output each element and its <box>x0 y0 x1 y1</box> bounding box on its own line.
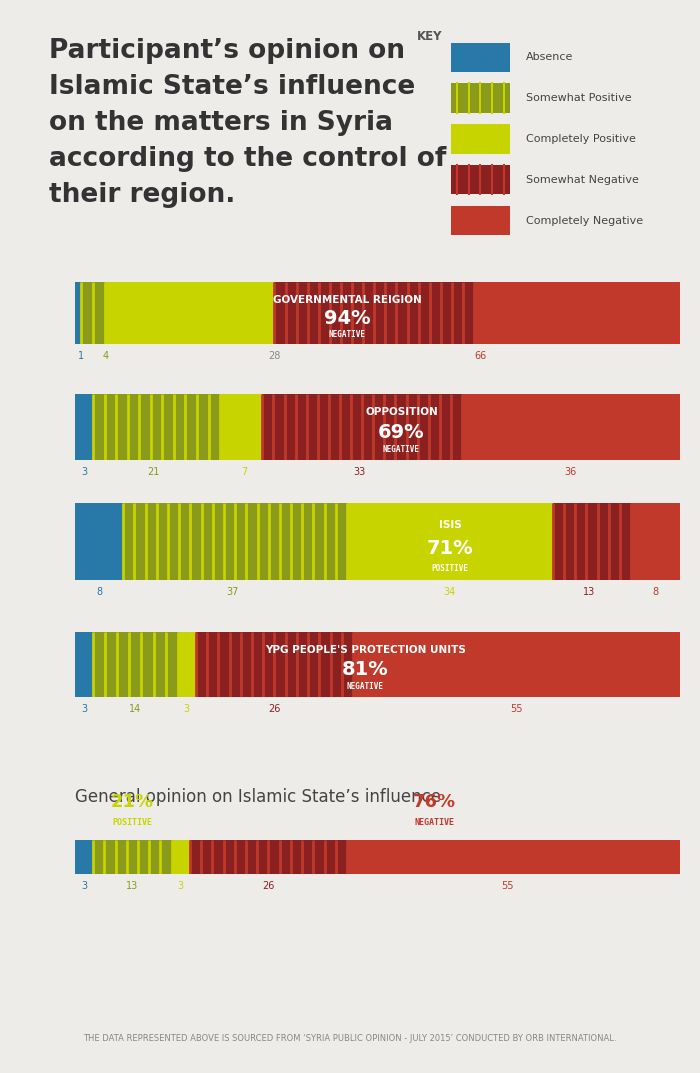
Text: 3: 3 <box>81 467 87 477</box>
Text: 1: 1 <box>78 351 84 362</box>
Bar <box>220 394 262 460</box>
Text: POSITIVE: POSITIVE <box>431 563 468 573</box>
Text: 55: 55 <box>510 704 523 715</box>
Text: GOVERNMENTAL REIGION: GOVERNMENTAL REIGION <box>273 295 421 305</box>
Text: 34: 34 <box>444 587 456 598</box>
Bar <box>75 503 123 580</box>
Text: 14: 14 <box>130 704 141 715</box>
Bar <box>631 503 680 580</box>
Bar <box>75 394 93 460</box>
Bar <box>347 503 553 580</box>
Bar <box>172 840 190 874</box>
Text: 76%: 76% <box>413 793 456 811</box>
Bar <box>274 282 474 344</box>
Bar <box>196 632 353 697</box>
Text: 3: 3 <box>183 704 190 715</box>
Text: 21%: 21% <box>111 793 154 811</box>
Text: 13: 13 <box>126 881 139 892</box>
Text: 94%: 94% <box>323 309 370 327</box>
Text: 8: 8 <box>96 587 102 598</box>
Text: 21: 21 <box>147 467 160 477</box>
Text: 81%: 81% <box>342 661 388 679</box>
Text: 33: 33 <box>353 467 365 477</box>
Text: 8: 8 <box>652 587 659 598</box>
Bar <box>81 282 105 344</box>
Text: Participant’s opinion on
Islamic State’s influence
on the matters in Syria
accor: Participant’s opinion on Islamic State’s… <box>49 38 447 207</box>
Text: 37: 37 <box>226 587 238 598</box>
Bar <box>353 632 686 697</box>
Text: 36: 36 <box>565 467 577 477</box>
Text: Completely Positive: Completely Positive <box>526 134 636 144</box>
Bar <box>474 282 680 344</box>
Bar <box>75 840 93 874</box>
Text: Somewhat Positive: Somewhat Positive <box>526 93 631 103</box>
Text: THE DATA REPRESENTED ABOVE IS SOURCED FROM ‘SYRIA PUBLIC OPINION - JULY 2015’ CO: THE DATA REPRESENTED ABOVE IS SOURCED FR… <box>83 1033 617 1043</box>
Bar <box>178 632 196 697</box>
Bar <box>105 282 274 344</box>
Text: 26: 26 <box>268 704 281 715</box>
Text: Somewhat Negative: Somewhat Negative <box>526 175 638 185</box>
Bar <box>462 394 680 460</box>
Text: KEY: KEY <box>416 30 442 43</box>
Bar <box>553 503 631 580</box>
Text: 3: 3 <box>81 704 87 715</box>
Text: NEGATIVE: NEGATIVE <box>383 445 420 454</box>
Text: 26: 26 <box>262 881 274 892</box>
Text: YPG PEOPLE'S PROTECTION UNITS: YPG PEOPLE'S PROTECTION UNITS <box>265 645 466 656</box>
Text: NEGATIVE: NEGATIVE <box>328 330 365 339</box>
Text: General opinion on Islamic State’s influence: General opinion on Islamic State’s influ… <box>75 789 441 806</box>
Text: NEGATIVE: NEGATIVE <box>415 818 455 826</box>
Bar <box>93 394 220 460</box>
Text: POSITIVE: POSITIVE <box>113 818 153 826</box>
Text: 28: 28 <box>268 351 281 362</box>
Text: 3: 3 <box>178 881 184 892</box>
Bar <box>262 394 462 460</box>
Text: 13: 13 <box>583 587 595 598</box>
Text: 3: 3 <box>81 881 87 892</box>
Text: 7: 7 <box>241 467 247 477</box>
Text: 4: 4 <box>102 351 108 362</box>
Text: 66: 66 <box>474 351 486 362</box>
Bar <box>123 503 347 580</box>
Text: NEGATIVE: NEGATIVE <box>346 682 384 691</box>
Bar <box>75 632 93 697</box>
Text: ISIS: ISIS <box>438 520 461 530</box>
Text: 55: 55 <box>501 881 514 892</box>
Bar <box>347 840 680 874</box>
Text: Completely Negative: Completely Negative <box>526 216 643 225</box>
Bar <box>190 840 347 874</box>
Bar <box>75 282 81 344</box>
Bar <box>93 632 178 697</box>
Text: Absence: Absence <box>526 53 573 62</box>
Bar <box>93 840 172 874</box>
Text: 69%: 69% <box>378 423 425 442</box>
Text: 71%: 71% <box>426 539 473 558</box>
Text: OPPOSITION: OPPOSITION <box>365 408 438 417</box>
